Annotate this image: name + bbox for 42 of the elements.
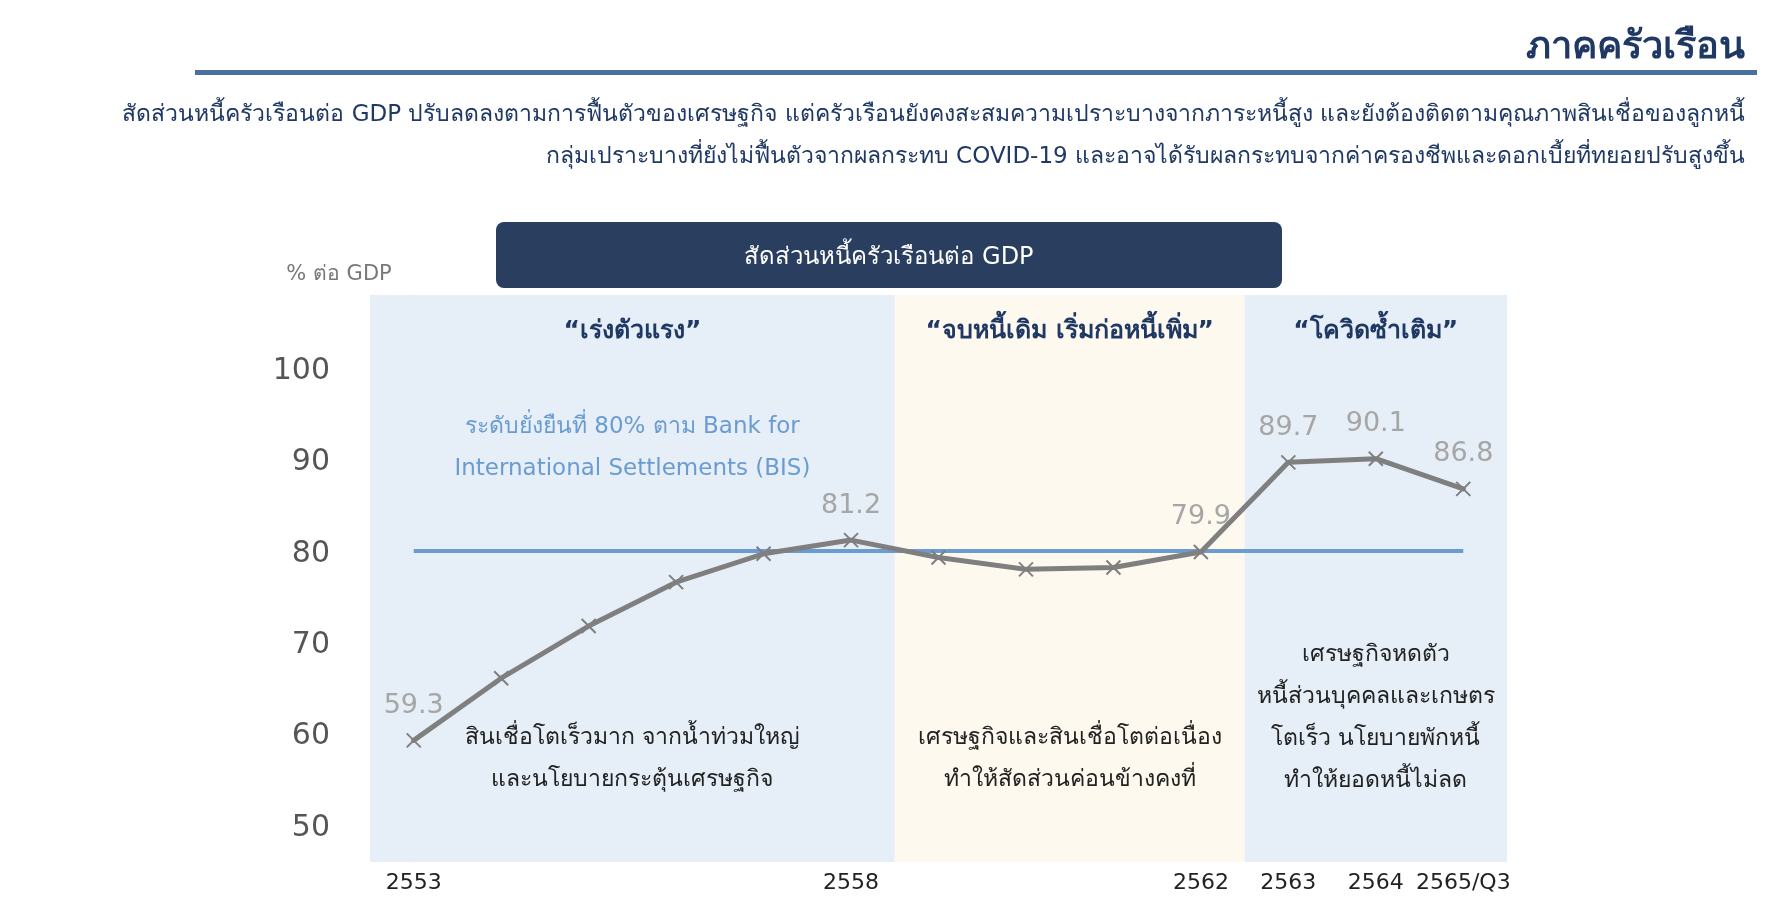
y-tick-label: 70 — [291, 625, 330, 661]
band-label: “จบหนี้เดิม เริ่มก่อหนี้เพิ่ม” — [925, 310, 1214, 344]
x-tick-label: 2563 — [1260, 868, 1317, 894]
x-tick-label: 2564 — [1347, 868, 1404, 894]
data-label: 59.3 — [383, 687, 444, 719]
data-label: 81.2 — [820, 487, 882, 519]
y-tick-label: 100 — [272, 350, 330, 386]
point — [1455, 480, 1472, 497]
y-tick-label: 80 — [291, 533, 330, 569]
point — [843, 532, 860, 549]
annotation: เศรษฐกิจและสินเชื่อโตต่อเนื่อง ทำให้สัดส่วนค่อนข้างคงที่ — [917, 719, 1222, 791]
band-label: “เร่งตัวแรง” — [563, 315, 702, 344]
point — [1017, 561, 1034, 578]
ref-line-label: ระดับยั่งยืนที่ 80% ตาม Bank for International Settlements (BIS) — [454, 408, 811, 480]
chart-subtitle: สัดส่วนหนี้ครัวเรือนต่อ GDP ปรับลดลงตามการฟื้นตัวของเศรษฐกิจ แต่ครัวเรือนยังคงสะสมความเปราะบางจากภาระหนี้สูง และยังต้องติดตามคุณภาพสินเชื่อของลูกหนี้กลุ่มเปราะบางที่ยังไม่ฟื้นตัวจากผลกระทบ COVID-19 และอาจได้รับผลกระทบจากค่าครองชีพและดอกเบี้ยที่ทยอยปรับสูงขึ้น — [121, 96, 1745, 171]
text: ภาคครัวเรือน — [1526, 22, 1745, 69]
y-tick-label: 50 — [291, 807, 330, 843]
point — [1105, 559, 1122, 576]
y-tick-label: 90 — [291, 442, 330, 478]
point — [1192, 543, 1209, 560]
x-tick-label: 2553 — [385, 868, 442, 894]
point — [668, 574, 685, 591]
data-label: 86.8 — [1433, 436, 1494, 468]
point — [1367, 450, 1384, 467]
y-tick-label: 60 — [291, 716, 330, 752]
point — [1280, 454, 1297, 471]
point — [405, 732, 422, 749]
data-label: 79.9 — [1170, 499, 1231, 531]
point — [930, 549, 947, 566]
x-tick-label: 2558 — [823, 868, 880, 894]
annotation: สินเชื่อโตเร็วมาก จากน้ำท่วมใหญ่ และนโยบายกระตุ้นเศรษฐกิจ — [464, 719, 801, 792]
point — [493, 670, 510, 687]
band-label: “โควิดซ้ำเติม” — [1293, 310, 1459, 344]
x-tick-label: 2565/Q3 — [1415, 868, 1511, 894]
x-tick-label: 2562 — [1172, 868, 1229, 894]
point — [755, 545, 772, 562]
point — [580, 618, 597, 635]
data-label: 90.1 — [1345, 406, 1406, 438]
chart-title: สัดส่วนหนี้ครัวเรือนต่อ GDP — [496, 222, 1282, 288]
y-axis-title: % ต่อ GDP — [286, 260, 392, 285]
annotation: เศรษฐกิจหดตัว หนี้ส่วนบุคคลและเกษตร โตเร็ว นโยบายพักหนี้ ทำให้ยอดหนี้ไม่ลด — [1256, 639, 1495, 792]
data-label: 89.7 — [1258, 409, 1319, 441]
